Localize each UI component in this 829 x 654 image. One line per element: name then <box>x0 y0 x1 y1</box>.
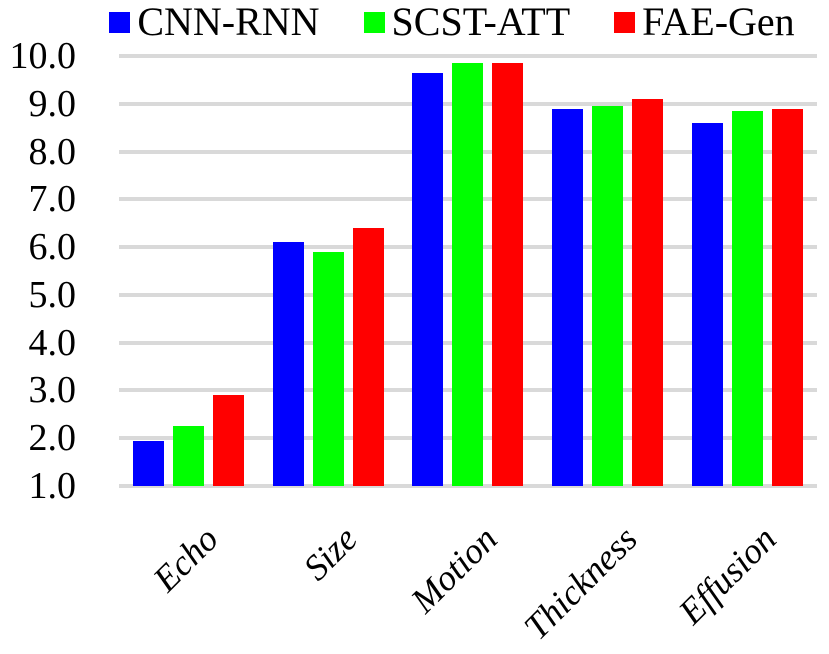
y-tick-label-2-0: 2.0 <box>28 417 77 460</box>
bar-groups <box>119 56 817 486</box>
bar-group-motion <box>412 56 524 486</box>
bar-group-effusion <box>691 56 803 486</box>
legend-swatch-scst-att-icon <box>363 11 385 33</box>
x-label-echo: Echo <box>145 518 226 600</box>
y-tick-label-9-0: 9.0 <box>28 82 77 125</box>
y-tick-label-3-0: 3.0 <box>28 369 77 412</box>
gridline-10-0 <box>119 54 817 58</box>
bar-fae-gen-motion <box>492 63 524 486</box>
x-label-motion: Motion <box>403 518 505 621</box>
bar-cnn-rnn-motion <box>412 72 444 486</box>
gridline-1-0 <box>119 484 817 488</box>
y-tick-label-4-0: 4.0 <box>28 321 77 364</box>
legend-item-fae-gen: FAE-Gen <box>614 2 795 42</box>
bar-scst-att-effusion <box>731 110 763 486</box>
y-tick-label-6-0: 6.0 <box>28 226 77 269</box>
bar-fae-gen-size <box>352 228 384 486</box>
y-tick-label-5-0: 5.0 <box>28 273 77 316</box>
legend-swatch-fae-gen-icon <box>614 11 636 33</box>
bar-scst-att-motion <box>452 63 484 486</box>
bar-cnn-rnn-size <box>272 242 304 486</box>
y-tick-label-1-0: 1.0 <box>28 465 77 507</box>
y-tick-label-10-0: 10.0 <box>9 35 77 77</box>
bar-scst-att-thickness <box>592 106 624 486</box>
legend-item-scst-att: SCST-ATT <box>363 0 571 44</box>
legend-label-cnn-rnn: CNN-RNN <box>137 0 320 44</box>
legend-item-cnn-rnn: CNN-RNN <box>109 0 320 44</box>
y-tick-label-8-0: 8.0 <box>28 130 77 173</box>
bar-scst-att-size <box>312 251 344 486</box>
bar-fae-gen-thickness <box>632 99 664 486</box>
bar-group-echo <box>133 56 245 486</box>
bar-fae-gen-effusion <box>771 108 803 486</box>
bar-group-size <box>272 56 384 486</box>
bar-cnn-rnn-effusion <box>691 122 723 486</box>
legend-swatch-cnn-rnn-icon <box>109 11 131 33</box>
plot-area <box>119 54 817 488</box>
legend-label-fae-gen: FAE-Gen <box>642 0 795 44</box>
x-axis-category-labels: Echo Size Motion Thickness Effusion <box>119 518 817 654</box>
bar-cnn-rnn-echo <box>133 440 165 486</box>
y-axis-tick-labels: 10.0 9.0 8.0 7.0 6.0 5.0 4.0 3.0 2.0 1.0 <box>0 37 77 505</box>
x-label-effusion: Effusion <box>670 518 785 632</box>
bar-scst-att-echo <box>173 426 205 486</box>
x-label-size: Size <box>295 518 366 588</box>
y-tick-label-7-0: 7.0 <box>28 178 77 221</box>
chart-legend: CNN-RNN SCST-ATT FAE-Gen <box>0 2 829 42</box>
bar-group-thickness <box>552 56 664 486</box>
x-label-thickness: Thickness <box>515 518 645 648</box>
legend-label-scst-att: SCST-ATT <box>391 0 571 44</box>
bar-cnn-rnn-thickness <box>552 108 584 486</box>
bar-fae-gen-echo <box>213 395 245 486</box>
